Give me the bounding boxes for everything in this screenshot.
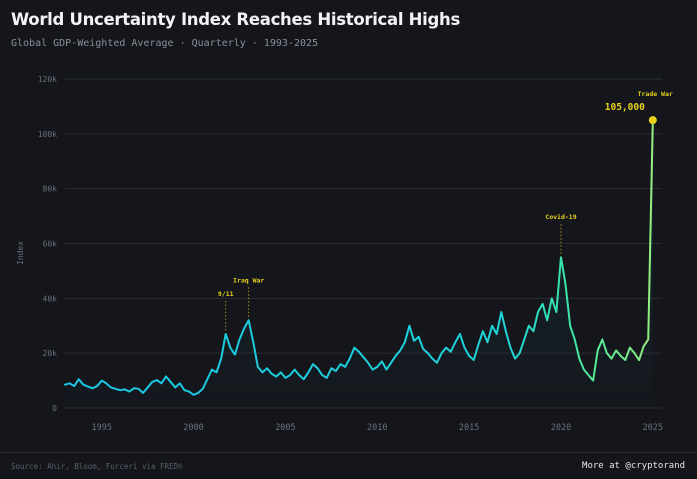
y-tick-label: 80k (43, 185, 58, 194)
x-tick-label: 2025 (643, 423, 663, 433)
x-tick-label: 2000 (183, 423, 203, 433)
annotations: 9/11 Iraq War Covid-19 Trade War 105,000 (218, 90, 673, 332)
annotation-label: Iraq War (233, 276, 264, 284)
annotation-label: 9/11 (218, 290, 234, 298)
x-axis: 1995 2000 2005 2010 2015 2020 2025 (91, 423, 663, 433)
y-tick-label: 40k (43, 294, 58, 303)
x-tick-label: 2005 (275, 423, 295, 433)
line-chart: 0 20k 40k 60k 80k 100k 120k 1995 2000 2005 2010 20… (16, 75, 673, 433)
annotation-label: Covid-19 (545, 213, 576, 221)
peak-value-label: 105,000 (605, 102, 645, 113)
y-tick-label: 120k (38, 75, 57, 84)
source-text: Source: Ahir, Bloom, Furceri via FRED® (11, 462, 183, 471)
area-fill (65, 120, 653, 408)
footer-divider (0, 452, 697, 453)
credit-text: More at @cryptorand (582, 461, 685, 471)
y-tick-label: 0 (52, 404, 57, 413)
x-tick-label: 2015 (459, 423, 479, 433)
chart-subtitle: Global GDP-Weighted Average · Quarterly … (11, 38, 319, 49)
y-tick-label: 60k (43, 240, 58, 249)
chart-title: World Uncertainty Index Reaches Historic… (11, 10, 461, 29)
y-axis: 0 20k 40k 60k 80k 100k 120k (38, 75, 57, 413)
x-tick-label: 2020 (551, 423, 571, 433)
peak-marker (648, 116, 657, 125)
y-tick-label: 20k (43, 349, 58, 358)
x-tick-label: 2010 (367, 423, 387, 433)
y-axis-label: Index (16, 241, 25, 265)
series-line (64, 119, 654, 396)
annotation-label: Trade War (638, 90, 673, 98)
x-tick-label: 1995 (91, 423, 111, 433)
y-tick-label: 100k (38, 130, 57, 139)
